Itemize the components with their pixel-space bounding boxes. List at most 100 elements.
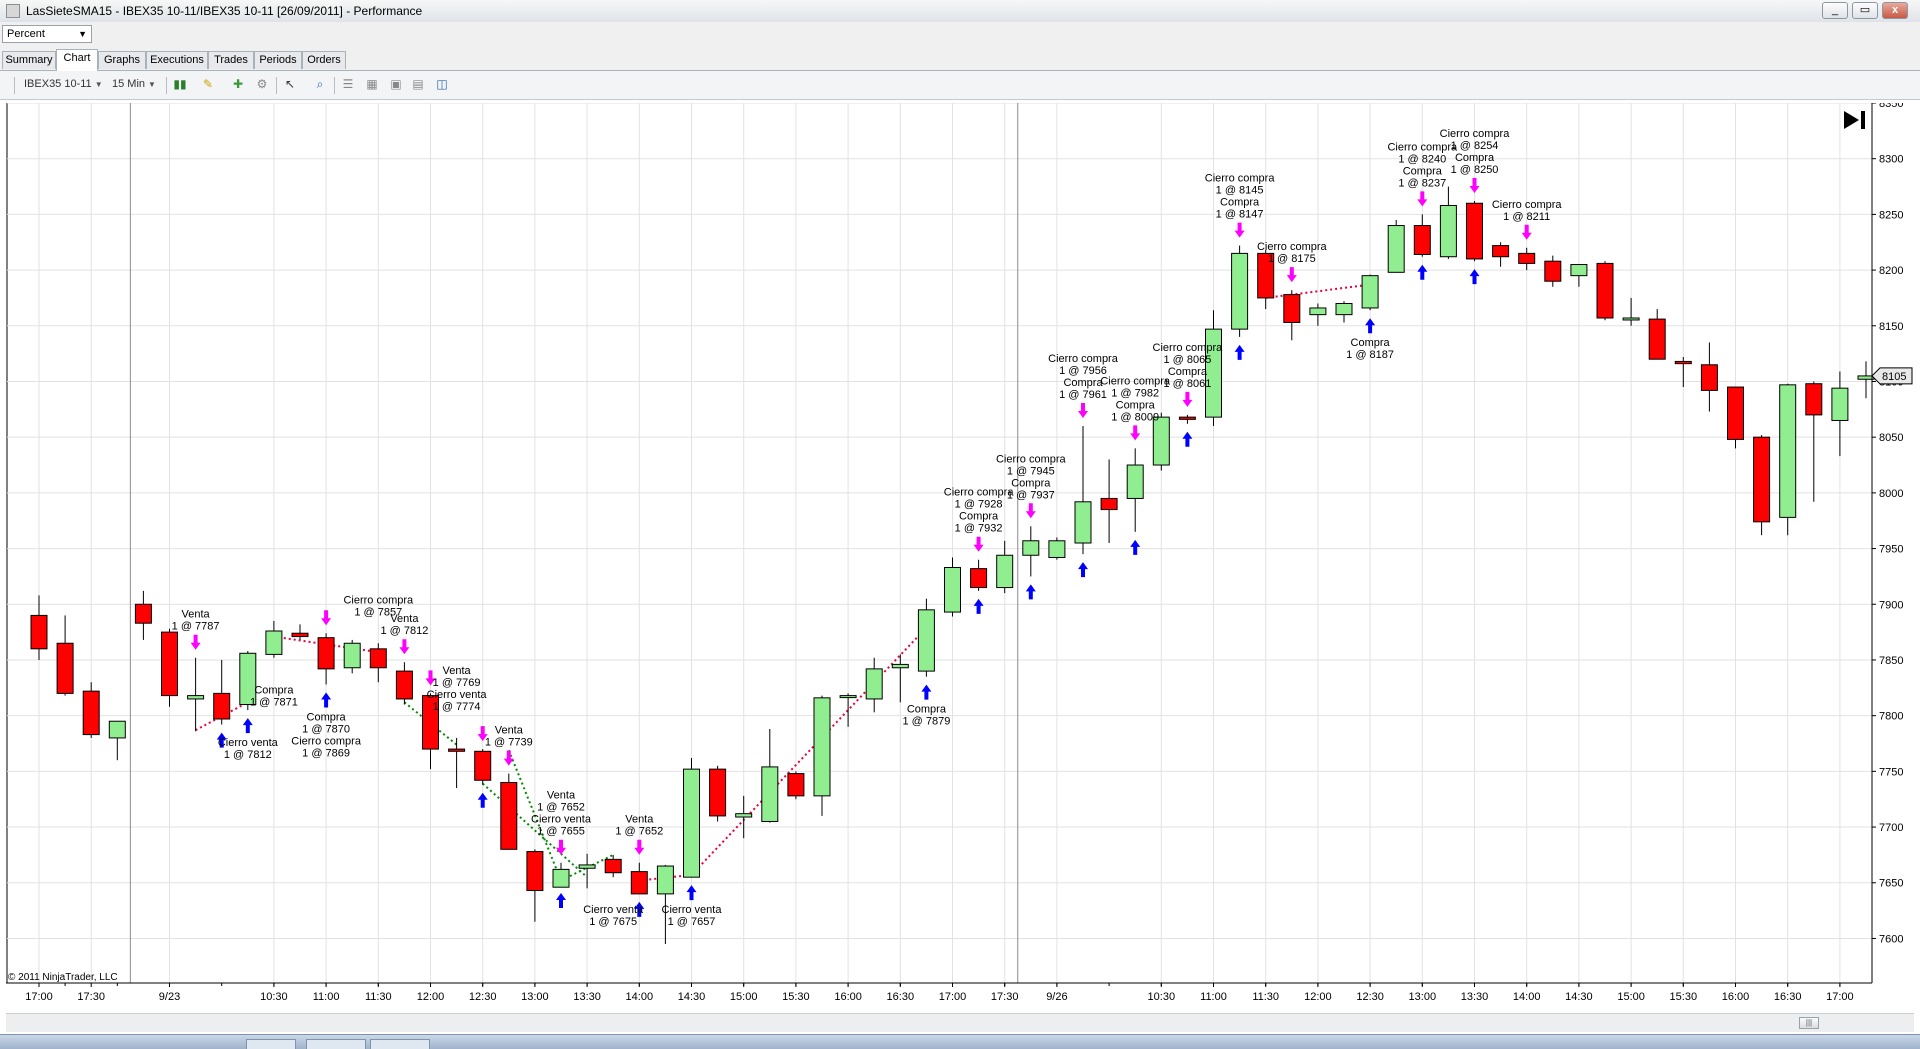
execution-label: 1 @ 8061 [1163,378,1211,390]
play-triangle [1844,111,1859,129]
candle-body [1178,416,1196,420]
time-tick-label: 13:30 [1461,991,1489,1003]
execution-label: 1 @ 7787 [172,621,220,633]
candle-body [474,750,492,781]
candle-body [134,603,152,624]
print-icon[interactable]: ▤ [412,77,424,91]
execution-label: 1 @ 7869 [302,747,350,759]
minimize-button[interactable]: _ [1822,2,1848,19]
buy-arrow-icon [921,684,932,700]
execution-label: Compra [959,511,999,523]
execution-markers [190,178,1532,917]
execution-label: Venta [182,609,211,621]
time-tick-label: 15:00 [730,991,758,1003]
candle-body [578,864,596,869]
buy-arrow-icon [1078,562,1088,578]
time-tick-label: 15:30 [782,991,810,1003]
interval-select[interactable]: 15 Min ▼ [112,78,156,90]
time-tick-label: 16:30 [887,991,915,1003]
price-tick-label: 7900 [1879,599,1903,611]
instrument-label: IBEX35 10-11 [24,78,92,90]
chart-scrollbar[interactable]: ||| [6,1013,1914,1032]
candle-body [1674,360,1692,365]
tab-orders[interactable]: Orders [302,51,346,69]
candle-body [448,748,466,752]
chevron-down-icon: ▼ [78,29,87,39]
tab-chart[interactable]: Chart [56,49,98,71]
execution-label: Cierro venta [531,814,592,826]
execution-label: Venta [625,814,654,826]
time-tick-label: 17:00 [1826,991,1854,1003]
tab-graphs[interactable]: Graphs [98,51,146,69]
execution-label: 1 @ 7956 [1059,365,1107,377]
execution-label: Venta [390,613,419,625]
price-tick-label: 7650 [1879,878,1903,890]
candle-body [996,554,1014,589]
scrollbar-thumb[interactable]: ||| [1799,1017,1819,1029]
display-mode-value: Percent [7,28,45,40]
execution-label: 1 @ 7945 [1007,465,1055,477]
candle-body [265,630,283,655]
taskbar-button[interactable] [246,1039,296,1049]
execution-label: 1 @ 7774 [433,701,481,713]
strategy-icon[interactable]: ⚙ [256,77,268,91]
execution-label: Venta [547,790,576,802]
execution-label: 1 @ 7932 [955,523,1003,535]
tab-executions[interactable]: Executions [146,51,208,69]
window-title: LasSieteSMA15 - IBEX35 10-11/IBEX35 10-1… [26,4,423,18]
tab-trades[interactable]: Trades [208,51,254,69]
time-axis: 17:00 17:30 9/23 10:30 11:00 11:30 12:00 12:30 1… [25,983,1854,1003]
sell-arrow-icon [321,610,332,626]
sell-arrow-icon [1521,224,1532,240]
sell-arrow-icon [1286,267,1297,283]
zoom-icon[interactable]: ⌕ [316,77,324,91]
scroll-to-end-icon[interactable] [1844,111,1865,129]
tab-periods[interactable]: Periods [254,51,302,69]
candle-body [239,652,257,706]
execution-label: Compra [1116,399,1156,411]
taskbar-button[interactable] [306,1039,366,1049]
time-tick-label: 12:00 [1304,991,1332,1003]
time-tick-label: 13:00 [521,991,549,1003]
properties-icon[interactable]: ☰ [342,77,354,91]
instrument-select[interactable]: IBEX35 10-11 ▼ [24,78,103,90]
data-box-icon[interactable]: ▦ [366,77,378,91]
candle-body [1700,364,1718,391]
time-tick-label: 10:30 [1148,991,1176,1003]
buy-arrow-icon [1469,269,1480,285]
price-chart[interactable]: Venta 1 @ 7787 Cierro venta 1 @ 7812 Compra 1… [6,98,1914,1013]
candle-body [1805,383,1823,416]
candles [30,186,1875,945]
candle-body [1335,303,1353,316]
execution-label: Cierro compra [944,487,1015,499]
close-button[interactable]: x [1882,2,1908,19]
candle-body [187,695,205,700]
buy-arrow-icon [686,885,697,901]
time-tick-label: 14:00 [1513,991,1541,1003]
candle-body [970,568,988,589]
candle-body [1753,436,1771,523]
time-tick-label: 12:30 [469,991,497,1003]
execution-label: 1 @ 8237 [1398,177,1446,189]
candle-body [1466,202,1483,260]
maximize-button[interactable]: ▭ [1852,2,1878,19]
candle-body [82,690,100,736]
tab-summary[interactable]: Summary [2,51,56,69]
time-tick-label: 9/23 [159,991,180,1003]
image-icon[interactable]: ▣ [390,77,402,91]
price-tick-label: 8250 [1879,209,1903,221]
taskbar-button[interactable] [370,1039,430,1049]
price-axis: 7600 7650 7700 7750 7800 7850 7900 7950 8000 8050… [1872,98,1903,945]
bar-type-icon[interactable]: ▮▮ [173,77,187,91]
execution-label: 1 @ 8211 [1503,211,1550,223]
candle-body [1048,540,1066,558]
execution-label: 1 @ 7652 [537,802,585,814]
last-price-marker: 8105 [1871,367,1913,385]
cursor-icon[interactable]: ↖ [284,77,296,91]
display-mode-select[interactable]: Percent ▼ [2,25,92,43]
buy-arrow-icon [321,692,332,708]
window-linking-icon[interactable]: ◫ [436,77,448,91]
pencil-icon[interactable]: ✎ [202,77,214,91]
add-indicator-icon[interactable]: ✚ [232,77,244,91]
